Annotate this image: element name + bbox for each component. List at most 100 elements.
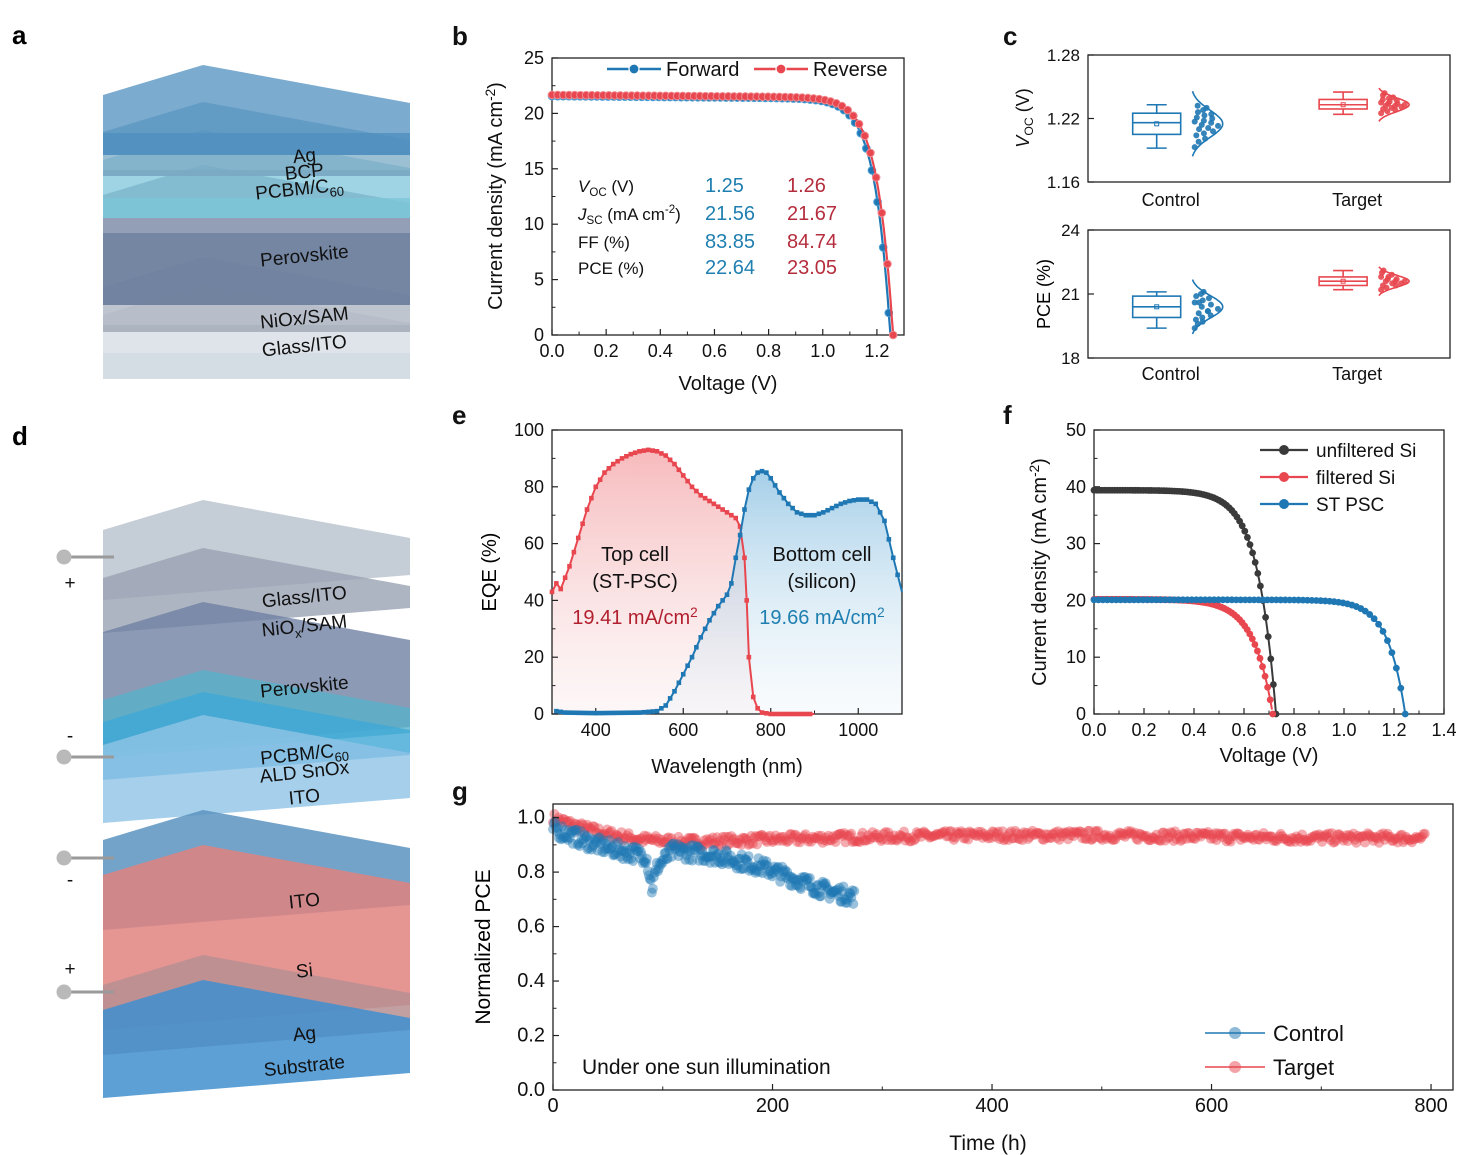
data-point — [1389, 833, 1400, 844]
y-tick-label: 0 — [534, 325, 544, 345]
data-point — [1191, 325, 1198, 332]
data-point — [1251, 558, 1259, 566]
data-point — [597, 846, 608, 857]
data-point — [589, 710, 594, 716]
data-point — [883, 827, 894, 838]
data-point — [953, 828, 964, 839]
data-point — [1215, 828, 1226, 839]
data-point — [709, 838, 720, 849]
data-point — [1362, 828, 1373, 839]
data-point — [1006, 826, 1016, 837]
data-point — [1065, 830, 1076, 841]
data-point — [835, 896, 846, 907]
data-point — [866, 832, 877, 843]
data-point — [837, 886, 848, 897]
data-point — [676, 835, 687, 846]
data-point — [891, 835, 902, 846]
data-point — [685, 478, 690, 484]
data-point — [1173, 829, 1183, 840]
data-point — [863, 830, 874, 841]
electrode-terminal — [56, 749, 72, 765]
data-point — [1388, 271, 1395, 278]
data-point — [1220, 828, 1230, 839]
slab-top — [103, 65, 410, 133]
data-point — [583, 822, 594, 833]
data-point — [1247, 832, 1258, 843]
plot-frame — [1087, 229, 1451, 359]
data-point — [757, 830, 768, 841]
data-point — [1114, 827, 1125, 838]
data-point — [755, 861, 766, 872]
data-point — [1392, 837, 1403, 848]
slab-front — [103, 325, 410, 332]
data-point — [1075, 826, 1086, 837]
data-point — [637, 858, 648, 869]
data-point — [1344, 830, 1355, 840]
data-point — [1194, 109, 1201, 116]
data-point — [606, 842, 617, 853]
data-point — [582, 819, 593, 830]
data-point — [680, 473, 686, 478]
y-axis-label: PCE (%) — [1034, 259, 1054, 329]
data-point — [787, 832, 798, 843]
data-point — [914, 828, 925, 839]
data-point — [704, 851, 715, 862]
data-point — [760, 835, 771, 846]
data-point — [752, 839, 762, 850]
data-point — [552, 826, 562, 837]
data-point — [837, 830, 848, 841]
data-point — [1408, 834, 1419, 845]
data-point — [584, 835, 595, 846]
data-point — [618, 854, 629, 865]
data-point — [1288, 833, 1299, 844]
data-point — [742, 835, 752, 846]
data-point — [625, 848, 635, 859]
data-point — [559, 825, 570, 836]
data-point — [843, 831, 854, 842]
data-point — [1056, 828, 1066, 839]
data-point — [556, 821, 567, 832]
data-point — [686, 840, 697, 851]
data-point — [820, 510, 826, 515]
data-point — [1369, 831, 1380, 842]
data-point — [848, 898, 859, 909]
data-point — [1334, 829, 1345, 840]
data-point — [727, 855, 738, 866]
data-point — [1010, 825, 1021, 836]
data-point — [774, 867, 785, 878]
data-point — [659, 837, 670, 848]
data-point — [1201, 112, 1208, 119]
data-point — [826, 835, 837, 846]
data-point — [567, 710, 572, 715]
data-point — [1322, 832, 1333, 843]
data-point — [620, 833, 631, 844]
data-point — [573, 819, 584, 830]
data-point — [1202, 135, 1209, 142]
data-point — [1312, 833, 1323, 844]
data-point — [1364, 829, 1375, 840]
data-point — [1297, 829, 1308, 840]
data-point — [705, 857, 716, 868]
data-point — [884, 831, 895, 842]
data-point — [763, 869, 774, 880]
data-point — [744, 598, 749, 603]
data-point — [603, 843, 614, 854]
data-point — [776, 871, 787, 882]
mean-marker — [1340, 278, 1346, 284]
data-point — [711, 610, 717, 616]
data-point — [968, 828, 979, 839]
data-point — [911, 827, 922, 838]
data-point — [731, 863, 742, 874]
data-point — [600, 830, 611, 841]
data-point — [706, 838, 717, 849]
data-point — [812, 833, 822, 844]
data-point — [1090, 826, 1101, 836]
data-point — [738, 863, 749, 874]
data-point — [790, 505, 795, 511]
panel-label-e: e — [452, 400, 466, 430]
data-point — [750, 694, 756, 700]
data-point — [655, 859, 666, 870]
chart-c-voc: c 1.16 1.22 1.28 Control Target VOC (V) — [1003, 21, 1451, 210]
x-tick-label: 400 — [975, 1095, 1008, 1117]
data-point — [656, 834, 667, 845]
